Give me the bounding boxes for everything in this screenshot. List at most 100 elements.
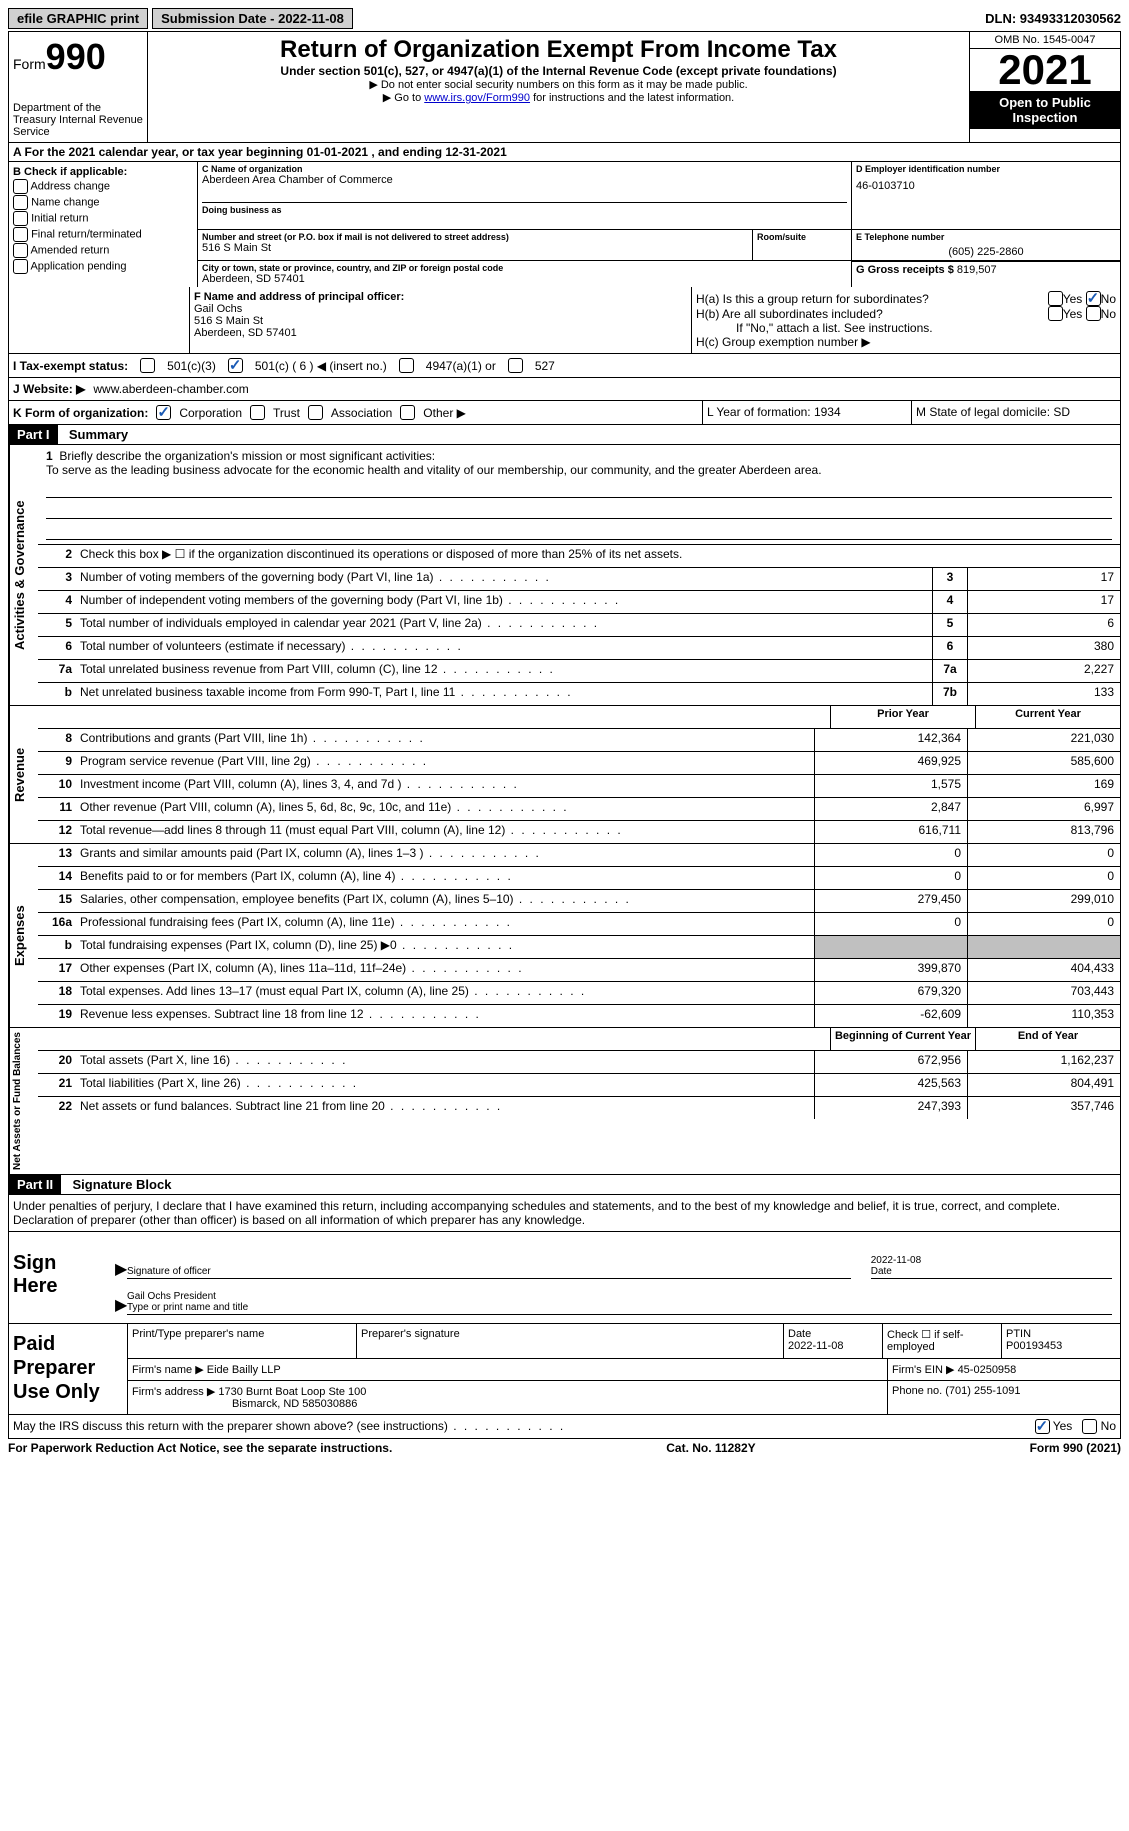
ha-no[interactable] [1086, 291, 1101, 306]
line-num: 21 [38, 1074, 76, 1096]
line-desc: Number of voting members of the governin… [76, 568, 932, 590]
form-number: 990 [46, 36, 106, 77]
vert-netassets: Net Assets or Fund Balances [9, 1028, 38, 1174]
i-opt1: 501(c)(3) [167, 359, 216, 373]
irs-link[interactable]: www.irs.gov/Form990 [424, 92, 530, 104]
hc-label: H(c) Group exemption number ▶ [696, 335, 1116, 349]
line-desc: Revenue less expenses. Subtract line 18 … [76, 1005, 814, 1027]
hb-no[interactable] [1086, 306, 1101, 321]
cb-amended-label: Amended return [30, 244, 109, 256]
cb-final-label: Final return/terminated [31, 228, 142, 240]
ha-yes[interactable] [1048, 291, 1063, 306]
line-num: 10 [38, 775, 76, 797]
line-num: 3 [38, 568, 76, 590]
current-val: 703,443 [967, 982, 1120, 1004]
section-expenses: Expenses 13 Grants and similar amounts p… [8, 844, 1121, 1028]
data-row: 19 Revenue less expenses. Subtract line … [38, 1005, 1120, 1027]
dba-value [202, 215, 847, 227]
data-row: 12 Total revenue—add lines 8 through 11 … [38, 821, 1120, 843]
k-assoc[interactable] [308, 405, 323, 420]
part2-title: Signature Block [72, 1177, 171, 1192]
i-527[interactable] [508, 358, 523, 373]
firm-name-label: Firm's name ▶ [132, 1364, 204, 1376]
line-num: 15 [38, 890, 76, 912]
header-center: Return of Organization Exempt From Incom… [148, 32, 969, 142]
section-activities: Activities & Governance 1 Briefly descri… [8, 445, 1121, 706]
line-desc: Total liabilities (Part X, line 26) [76, 1074, 814, 1096]
firm-ein-label: Firm's EIN ▶ [892, 1364, 955, 1376]
line-num: 7a [38, 660, 76, 682]
k-trust[interactable] [250, 405, 265, 420]
current-val: 813,796 [967, 821, 1120, 843]
i-501c3[interactable] [140, 358, 155, 373]
submission-btn[interactable]: Submission Date - 2022-11-08 [152, 8, 353, 29]
line-desc: Number of independent voting members of … [76, 591, 932, 613]
penalty-text: Under penalties of perjury, I declare th… [8, 1195, 1121, 1232]
line-num: 20 [38, 1051, 76, 1073]
section-revenue: Revenue Prior Year Current Year 8 Contri… [8, 706, 1121, 844]
prior-val: 0 [814, 913, 967, 935]
data-row: 13 Grants and similar amounts paid (Part… [38, 844, 1120, 867]
cb-final[interactable] [13, 227, 28, 242]
vert-activities: Activities & Governance [9, 445, 38, 705]
line-val: 17 [967, 591, 1120, 613]
row-i: I Tax-exempt status: 501(c)(3) 501(c) ( … [8, 354, 1121, 378]
discuss-yes[interactable] [1035, 1419, 1050, 1434]
prior-val: 399,870 [814, 959, 967, 981]
line-box: 4 [932, 591, 967, 613]
current-val [967, 936, 1120, 958]
line-num: 11 [38, 798, 76, 820]
street-label: Number and street (or P.O. box if mail i… [202, 232, 748, 242]
part2-bar: Part II Signature Block [8, 1175, 1121, 1195]
line2-text: Check this box ▶ ☐ if the organization d… [76, 545, 1120, 567]
line-num: 16a [38, 913, 76, 935]
prior-val: 0 [814, 844, 967, 866]
k-label: K Form of organization: [13, 406, 148, 420]
i-501c[interactable] [228, 358, 243, 373]
i-4947[interactable] [399, 358, 414, 373]
k-opt0: Corporation [179, 406, 242, 420]
current-val: 6,997 [967, 798, 1120, 820]
part2-header: Part II [9, 1175, 61, 1194]
form-subtitle: Under section 501(c), 527, or 4947(a)(1)… [152, 64, 965, 78]
data-row: 10 Investment income (Part VIII, column … [38, 775, 1120, 798]
line-num: b [38, 683, 76, 705]
arrow-note-2: ▶ Go to www.irs.gov/Form990 for instruct… [152, 91, 965, 104]
efile-btn[interactable]: efile GRAPHIC print [8, 8, 148, 29]
line-box: 7b [932, 683, 967, 705]
current-val: 0 [967, 913, 1120, 935]
prior-val: 142,364 [814, 729, 967, 751]
cb-name[interactable] [13, 195, 28, 210]
line-box: 7a [932, 660, 967, 682]
i-opt2: 501(c) ( 6 ) ◀ (insert no.) [255, 359, 387, 373]
website-url: www.aberdeen-chamber.com [93, 382, 248, 396]
cb-address[interactable] [13, 179, 28, 194]
discuss-no[interactable] [1082, 1419, 1097, 1434]
cb-initial[interactable] [13, 211, 28, 226]
line-desc: Net assets or fund balances. Subtract li… [76, 1097, 814, 1119]
line-num: 4 [38, 591, 76, 613]
hb-yes[interactable] [1048, 306, 1063, 321]
firm-name: Eide Bailly LLP [207, 1364, 281, 1376]
k-corp[interactable] [156, 405, 171, 420]
fgh-row: F Name and address of principal officer:… [8, 287, 1121, 354]
ein-cell: D Employer identification number 46-0103… [851, 162, 1120, 229]
k-other[interactable] [400, 405, 415, 420]
row-j: J Website: ▶ www.aberdeen-chamber.com [8, 378, 1121, 401]
officer-city: Aberdeen, SD 57401 [194, 327, 687, 339]
line-num: 19 [38, 1005, 76, 1027]
m-state: M State of legal domicile: SD [911, 401, 1120, 424]
cb-pending[interactable] [13, 259, 28, 274]
ptin-value: P00193453 [1006, 1340, 1116, 1352]
mission-text: To serve as the leading business advocat… [46, 463, 822, 477]
firm-addr1: 1730 Burnt Boat Loop Ste 100 [218, 1386, 366, 1398]
main-block: B Check if applicable: Address change Na… [8, 162, 1121, 287]
paid-preparer-label: Paid Preparer Use Only [9, 1324, 127, 1414]
prior-val: 672,956 [814, 1051, 967, 1073]
k-opt3: Other ▶ [423, 406, 466, 420]
gov-row: 4 Number of independent voting members o… [38, 591, 1120, 614]
line-num: 13 [38, 844, 76, 866]
cb-amended[interactable] [13, 243, 28, 258]
part1-bar: Part I Summary [8, 425, 1121, 445]
firm-addr-label: Firm's address ▶ [132, 1386, 215, 1398]
